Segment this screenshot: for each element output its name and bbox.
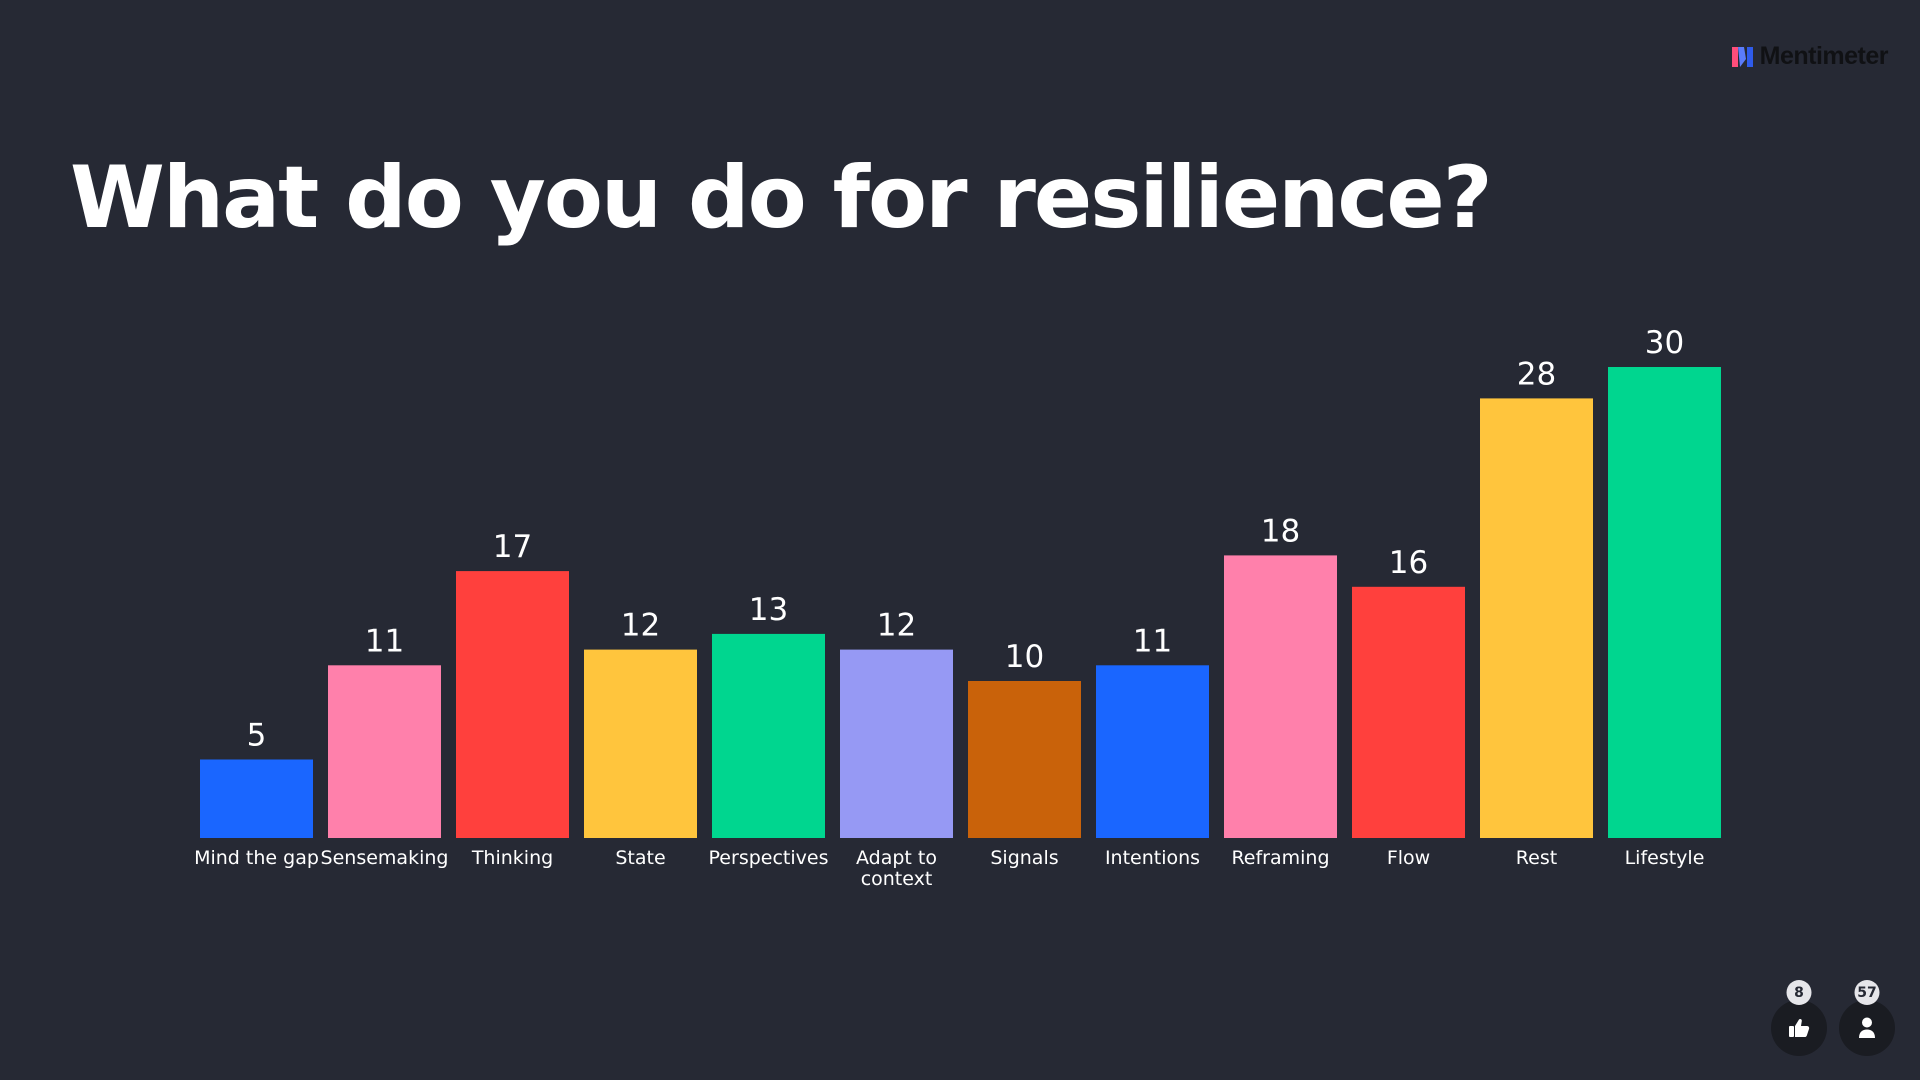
value-label-adapt-to-context: 12: [877, 608, 916, 644]
value-label-signals: 10: [1005, 639, 1044, 675]
category-label-rest: Rest: [1516, 847, 1557, 869]
participants-button[interactable]: 57: [1839, 980, 1895, 1056]
category-label-intentions: Intentions: [1105, 847, 1200, 869]
likes-count-badge: 8: [1786, 980, 1812, 1005]
bar-rest: [1480, 398, 1593, 838]
category-label-sensemaking: Sensemaking: [321, 847, 449, 869]
bar-adapt-to-context: [840, 649, 953, 838]
bar-reframing: [1224, 555, 1337, 838]
bar-mind-the-gap: [200, 759, 313, 838]
value-label-intentions: 11: [1133, 623, 1172, 659]
category-label-thinking: Thinking: [471, 847, 553, 869]
category-label-adapt-to-context: Adapt to context: [856, 847, 937, 890]
category-label-perspectives: Perspectives: [709, 847, 829, 869]
mentimeter-logo-icon: [1731, 46, 1754, 67]
value-label-state: 12: [621, 608, 660, 644]
value-label-mind-the-gap: 5: [247, 718, 267, 754]
category-label-reframing: Reframing: [1231, 847, 1329, 869]
value-label-sensemaking: 11: [365, 623, 404, 659]
value-label-reframing: 18: [1261, 513, 1300, 549]
participants-count-badge: 57: [1854, 980, 1880, 1005]
value-label-rest: 28: [1517, 356, 1556, 392]
bar-flow: [1352, 586, 1465, 838]
brand-name: Mentimeter: [1759, 42, 1889, 70]
value-label-lifestyle: 30: [1645, 325, 1684, 361]
value-label-thinking: 17: [493, 529, 532, 565]
bar-lifestyle: [1608, 367, 1721, 838]
bar-state: [584, 649, 697, 838]
value-label-perspectives: 13: [749, 592, 788, 628]
category-label-flow: Flow: [1387, 847, 1430, 869]
category-label-lifestyle: Lifestyle: [1625, 847, 1705, 869]
bar-signals: [968, 681, 1081, 838]
person-icon: [1858, 1017, 1876, 1039]
brand: Mentimeter: [1731, 42, 1889, 71]
value-label-flow: 16: [1389, 545, 1428, 581]
bar-intentions: [1096, 665, 1209, 838]
page-title: What do you do for resilience?: [70, 148, 1493, 248]
category-label-state: State: [615, 847, 665, 869]
bar-sensemaking: [328, 665, 441, 838]
bar-thinking: [456, 571, 569, 838]
category-label-signals: Signals: [990, 847, 1058, 869]
category-label-mind-the-gap: Mind the gap: [194, 847, 319, 869]
bar-perspectives: [712, 633, 825, 838]
like-button[interactable]: 8: [1771, 980, 1827, 1056]
thumbs-up-icon: [1788, 1018, 1810, 1038]
